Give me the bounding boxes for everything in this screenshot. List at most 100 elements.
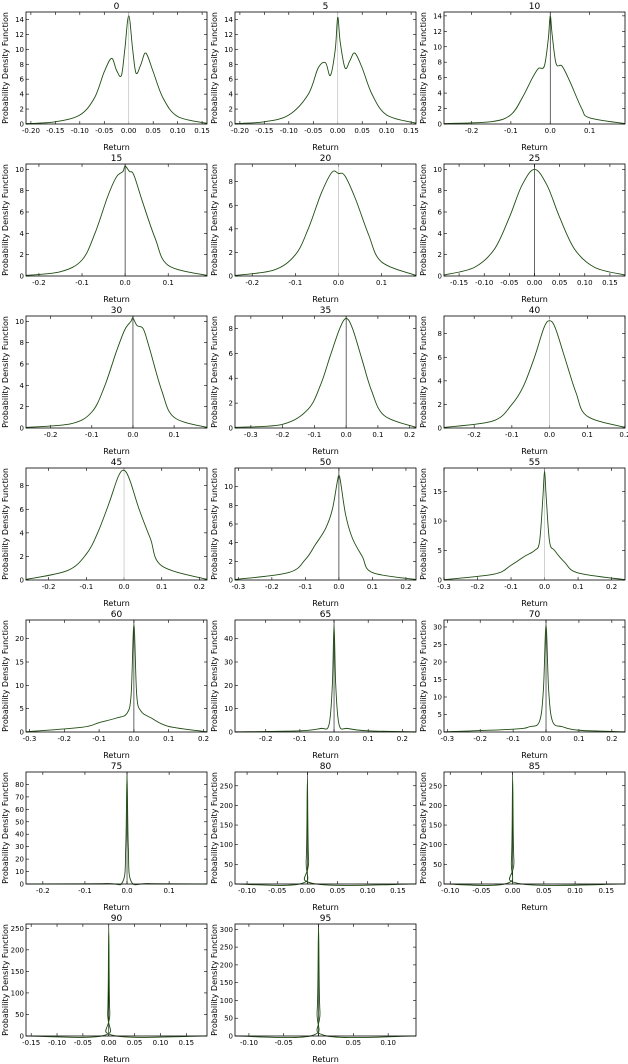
x-axis-label: Return [103, 751, 130, 760]
x-tick-label: -0.3 [440, 735, 454, 743]
x-tick-label: -0.20 [231, 127, 249, 135]
y-tick-label: 20 [433, 659, 442, 667]
x-axis-label: Return [521, 447, 548, 456]
density-curve [443, 470, 626, 581]
chart-title: 25 [529, 154, 540, 164]
y-tick-label: 100 [220, 841, 233, 849]
x-tick-label: -0.1 [308, 431, 322, 439]
x-tick-label: -0.10 [441, 887, 459, 895]
chart-title: 40 [529, 306, 541, 316]
x-tick-label: -0.15 [22, 1039, 40, 1047]
chart-panel-95: 95 Probability Density Function Return -0.1… [210, 914, 417, 1064]
y-tick-label: 0 [438, 273, 442, 281]
x-tick-label: 0.05 [536, 887, 552, 895]
chart-panel-80: 80 Probability Density Function Return -0.1… [210, 762, 417, 912]
y-tick-label: 150 [11, 968, 24, 976]
y-tick-label: 200 [11, 946, 24, 954]
x-tick-label: 0.05 [145, 127, 161, 135]
density-curve [234, 170, 417, 276]
y-tick-label: 2 [229, 558, 233, 566]
y-tick-label: 8 [229, 61, 233, 69]
y-tick-label: 8 [20, 339, 24, 347]
x-tick-label: 0.05 [354, 127, 370, 135]
chart-title: 5 [323, 2, 329, 12]
x-tick-label: -0.05 [268, 887, 286, 895]
x-tick-label: 0.00 [505, 887, 521, 895]
chart-title: 30 [111, 306, 123, 316]
chart-title: 85 [529, 762, 540, 772]
y-tick-label: 200 [220, 802, 233, 810]
y-tick-label: 10 [224, 483, 233, 491]
y-tick-label: 5 [438, 547, 442, 555]
x-axis-label: Return [521, 903, 548, 912]
plot-frame [443, 11, 626, 125]
y-tick-label: 25 [433, 641, 442, 649]
x-tick-label: -0.05 [500, 279, 518, 287]
x-tick-label: 0.0 [328, 735, 339, 743]
x-tick-label: -0.2 [57, 735, 71, 743]
y-axis-label: Probability Density Function [419, 164, 428, 276]
y-tick-label: 4 [229, 375, 234, 383]
x-tick-label: 0.1 [169, 431, 180, 439]
plot-frame [234, 771, 417, 885]
plot-frame [25, 467, 208, 581]
y-tick-label: 0 [438, 425, 442, 433]
x-tick-label: 0.0 [120, 279, 131, 287]
y-tick-label: 6 [229, 76, 234, 84]
x-tick-label: 0.0 [341, 431, 352, 439]
y-tick-label: 250 [11, 925, 24, 933]
x-tick-label: -0.05 [95, 127, 113, 135]
x-tick-label: -0.1 [299, 583, 313, 591]
x-tick-label: 0.1 [582, 431, 593, 439]
chart-panel-75: 75 Probability Density Function Return -0.2… [1, 762, 208, 912]
y-tick-label: 14 [433, 12, 442, 20]
x-axis-label: Return [103, 295, 130, 304]
y-tick-label: 10 [15, 682, 24, 690]
x-tick-label: -0.05 [74, 1039, 92, 1047]
x-tick-label: 0.0 [333, 583, 344, 591]
x-tick-label: 0.15 [390, 887, 406, 895]
y-tick-label: 6 [20, 361, 25, 369]
y-tick-label: 50 [224, 1015, 233, 1023]
chart-panel-70: 70 Probability Density Function Return -0.3… [419, 610, 626, 760]
y-tick-label: 6 [438, 74, 443, 82]
x-tick-label: 0.00 [121, 127, 137, 135]
x-tick-label: 0.00 [311, 1039, 327, 1047]
x-tick-label: 0.00 [101, 1039, 117, 1047]
plot-frame [25, 163, 208, 277]
x-tick-label: 0.15 [598, 887, 614, 895]
y-axis-label: Probability Density Function [419, 468, 428, 580]
y-tick-label: 250 [220, 944, 233, 952]
y-tick-label: 10 [15, 868, 24, 876]
chart-title: 80 [320, 762, 332, 772]
y-tick-label: 250 [220, 782, 233, 790]
x-tick-label: -0.1 [504, 583, 518, 591]
chart-title: 70 [529, 610, 541, 620]
y-tick-label: 50 [433, 861, 442, 869]
y-tick-label: 20 [224, 682, 233, 690]
density-curve [443, 776, 626, 886]
y-axis-label: Probability Density Function [1, 12, 10, 124]
y-axis-label: Probability Density Function [1, 468, 10, 580]
x-tick-label: -0.10 [71, 127, 89, 135]
y-tick-label: 10 [15, 46, 24, 54]
plot-frame [234, 619, 417, 733]
x-tick-label: 0.2 [194, 583, 205, 591]
density-curve [25, 165, 208, 276]
y-tick-label: 2 [229, 106, 233, 114]
y-axis-label: Probability Density Function [419, 620, 428, 732]
x-tick-label: -0.05 [472, 887, 490, 895]
x-tick-label: -0.10 [475, 279, 493, 287]
chart-title: 60 [111, 610, 123, 620]
x-tick-label: -0.2 [32, 279, 46, 287]
x-tick-label: -0.2 [467, 431, 481, 439]
x-tick-label: 0.2 [619, 431, 628, 439]
y-tick-label: 10 [433, 518, 442, 526]
y-tick-label: 20 [15, 635, 24, 643]
chart-panel-5: 5 Probability Density Function Return -0.20… [210, 2, 419, 152]
y-axis-label: Probability Density Function [210, 316, 219, 428]
y-tick-label: 40 [224, 635, 233, 643]
y-axis-label: Probability Density Function [210, 772, 219, 884]
y-tick-label: 20 [15, 856, 24, 864]
